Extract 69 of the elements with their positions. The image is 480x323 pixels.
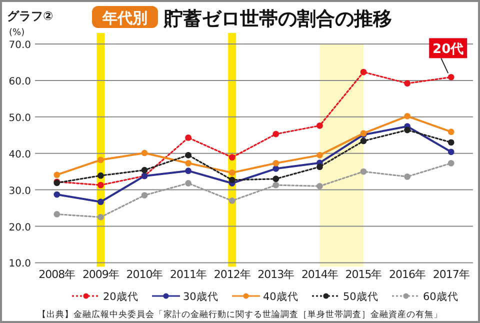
point [316,122,323,129]
legend-label: 40歳代 [263,290,298,303]
y-tick-label: 50.0 [8,112,31,124]
point [228,176,236,184]
x-tick-label: 2014年 [301,268,338,281]
x-tick-label: 2011年 [170,268,208,281]
point [228,169,236,176]
point [54,191,60,198]
annotation: 20代 [432,42,464,58]
y-tick-label: 40.0 [8,149,31,160]
point [316,152,323,158]
point [272,176,280,182]
point [316,164,323,170]
point [98,214,104,220]
point [272,130,280,138]
y-tick-label: 70.0 [8,40,31,51]
point [141,150,148,156]
point [228,198,236,204]
point [360,68,367,76]
y-axis-title: (%) [9,28,25,38]
point [54,172,60,178]
point [272,182,280,188]
point [141,192,148,198]
legend-label: 50歳代 [343,290,378,303]
point [98,172,104,179]
x-tick-label: 2009年 [82,268,120,281]
x-tick-label: 2015年 [345,268,382,281]
point [54,211,60,218]
chart-title: 貯蓄ゼロ世帯の割合の推移 [163,8,392,30]
point [185,168,192,174]
point [448,74,454,80]
point [448,128,454,136]
point [404,173,410,180]
point [185,180,192,186]
x-tick-label: 2013年 [258,268,295,281]
point [98,156,104,164]
legend-label: 60歳代 [423,290,458,303]
point [98,198,104,206]
x-tick-label: 2017年 [432,268,470,281]
point [360,168,367,175]
point [272,160,280,166]
y-tick-label: 20.0 [8,222,31,234]
point [404,126,410,134]
y-tick-label: 10.0 [8,258,31,270]
text: 【出典】金融広報中央委員会「家計の金融行動に関する世論調査［単身世帯調査］金融資産の有無」 [38,309,442,319]
point [448,139,454,146]
point [141,166,148,174]
point [448,160,454,166]
point [185,152,192,158]
point [448,148,454,156]
x-tick-label: 2008年 [38,268,76,281]
point [404,80,410,87]
point [316,182,323,190]
legend-label: 20歳代 [103,290,138,303]
chart-subtitle: 年代別 [102,9,148,27]
point [272,165,280,172]
point [404,112,410,120]
point [360,138,367,144]
x-tick-label: 2010年 [126,268,164,281]
point [228,154,236,161]
y-tick-label: 60.0 [8,76,31,88]
point [185,134,192,141]
point [98,182,104,188]
x-tick-label: 2016年 [389,268,426,281]
point [185,160,192,166]
legend-label: 30歳代 [183,290,218,303]
text: グラフ② [7,9,54,23]
x-tick-label: 2012年 [214,268,251,281]
y-tick-label: 30.0 [8,186,31,197]
